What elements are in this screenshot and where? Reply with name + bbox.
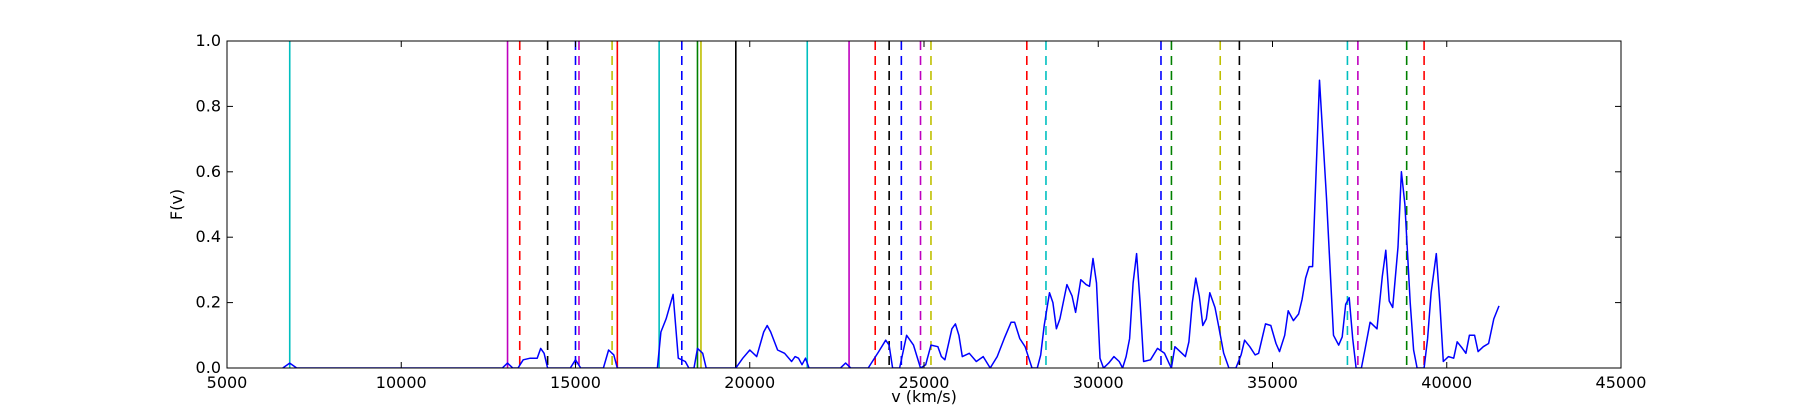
x-tick-label: 15000 bbox=[550, 373, 601, 392]
y-tick-label: 0.4 bbox=[196, 227, 221, 246]
x-axis-ticks: 5000 10000 15000 20000 25000 30000 35000 40000 4… bbox=[207, 41, 1647, 392]
y-axis-label: F(v) bbox=[167, 189, 186, 220]
x-tick-label: 20000 bbox=[724, 373, 775, 392]
x-tick-label: 35000 bbox=[1247, 373, 1298, 392]
x-tick-label: 40000 bbox=[1421, 373, 1472, 392]
y-tick-label: 0.6 bbox=[196, 162, 221, 181]
y-tick-label: 0.8 bbox=[196, 96, 221, 115]
x-axis-label: v (km/s) bbox=[891, 387, 957, 406]
y-axis-ticks: 0.0 0.2 0.4 0.6 0.8 1.0 bbox=[196, 31, 1621, 377]
series-line-1 bbox=[282, 79, 1500, 368]
x-tick-label: 45000 bbox=[1596, 373, 1647, 392]
y-tick-label: 1.0 bbox=[196, 31, 221, 50]
y-tick-label: 0.0 bbox=[196, 358, 221, 377]
x-tick-label: 5000 bbox=[207, 373, 248, 392]
series-layer bbox=[282, 79, 1500, 368]
plot-area bbox=[282, 41, 1500, 368]
x-tick-label: 10000 bbox=[376, 373, 427, 392]
x-tick-label: 25000 bbox=[899, 373, 950, 392]
x-tick-label: 30000 bbox=[1073, 373, 1124, 392]
y-tick-label: 0.2 bbox=[196, 293, 221, 312]
